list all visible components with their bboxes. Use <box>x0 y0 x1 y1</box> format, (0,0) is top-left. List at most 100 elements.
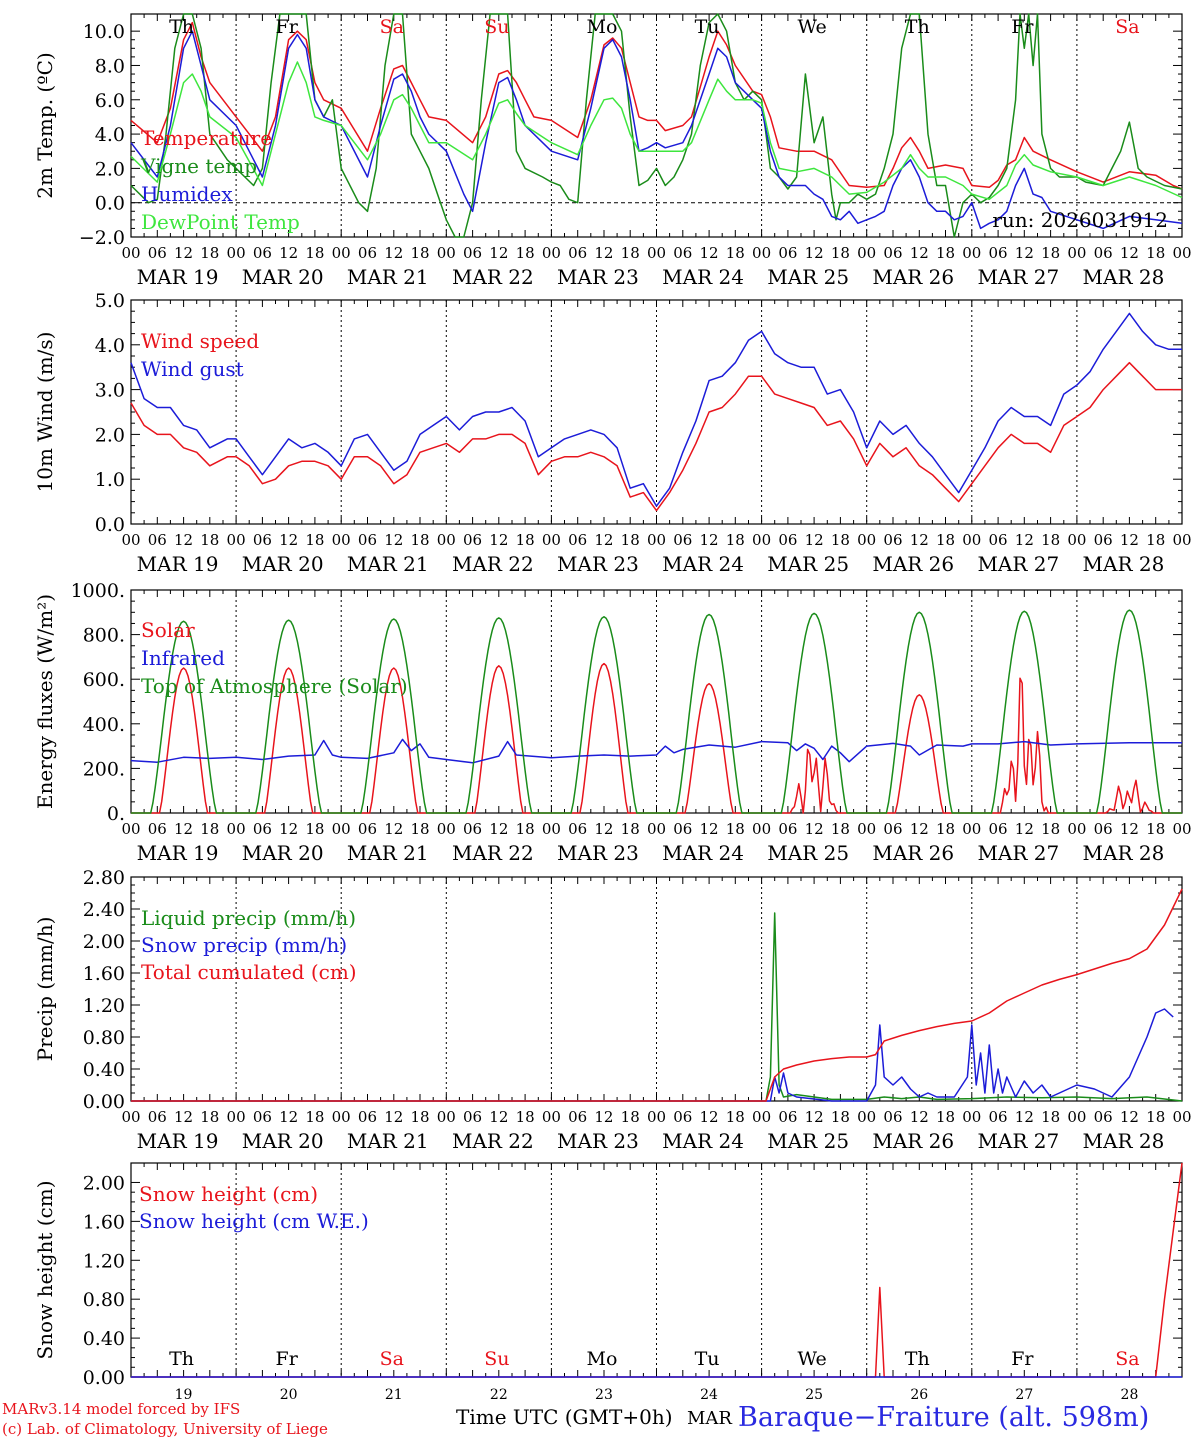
y-tick-label: 0.80 <box>83 1027 125 1049</box>
weekday-label: Sa <box>1115 1348 1139 1370</box>
hour-tick-label: 18 <box>726 1108 745 1126</box>
y-axis: 0. 200. 400. 600. 800. 1000. <box>71 580 1182 825</box>
day-number-label: 19 <box>175 1387 193 1403</box>
run-label: run: 2026031912 <box>992 208 1168 232</box>
hour-tick-label: 12 <box>489 531 508 549</box>
hour-tick-label: 06 <box>989 820 1008 838</box>
y-tick-label: 0.00 <box>83 1091 125 1113</box>
hour-tick-label: 00 <box>962 531 981 549</box>
y-axis: −2.0 0.0 2.0 4.0 6.0 8.0 10.0 <box>79 21 1182 249</box>
y-tick-label: 1.60 <box>83 1211 125 1233</box>
legend-entry: Vigne temp <box>140 154 257 178</box>
date-label: MAR 19 <box>137 265 219 289</box>
hour-tick-label: 06 <box>673 820 692 838</box>
hour-tick-label: 00 <box>437 820 456 838</box>
weekday-label: Fr <box>1011 16 1034 38</box>
day-number-label: 22 <box>490 1387 508 1403</box>
hour-tick-label: 00 <box>227 531 246 549</box>
hour-tick-label: 18 <box>1146 1108 1165 1126</box>
hour-tick-label: 06 <box>568 1108 587 1126</box>
hour-tick-label: 00 <box>752 244 771 262</box>
legend-entry: DewPoint Temp <box>141 210 300 234</box>
hour-tick-label: 18 <box>410 531 429 549</box>
hour-tick-label: 00 <box>857 820 876 838</box>
day-number-label: 21 <box>385 1387 403 1403</box>
hour-tick-label: 18 <box>1146 531 1165 549</box>
hour-tick-label: 06 <box>358 244 377 262</box>
hour-tick-label: 06 <box>883 244 902 262</box>
date-label: MAR 19 <box>137 552 219 576</box>
y-tick-label: 1000. <box>71 580 125 602</box>
hour-tick-label: 00 <box>647 1108 666 1126</box>
y-axis-label: 10m Wind (m/s) <box>33 332 57 493</box>
hour-tick-label: 00 <box>1067 531 1086 549</box>
hour-tick-label: 00 <box>227 1108 246 1126</box>
legend-entry: Snow height (cm W.E.) <box>139 1209 369 1233</box>
legend-entry: Total cumulated (cm) <box>141 960 357 984</box>
hour-tick-label: 00 <box>857 531 876 549</box>
hour-tick-label: 18 <box>1146 244 1165 262</box>
hour-tick-label: 12 <box>594 531 613 549</box>
hour-tick-label: 00 <box>752 531 771 549</box>
hour-tick-label: 00 <box>962 1108 981 1126</box>
date-label: MAR 24 <box>662 552 744 576</box>
hour-tick-label: 12 <box>1120 820 1139 838</box>
hour-tick-label: 00 <box>962 820 981 838</box>
hour-tick-label: 06 <box>989 531 1008 549</box>
hour-tick-label: 00 <box>1067 244 1086 262</box>
hour-tick-label: 18 <box>410 1108 429 1126</box>
weekday-label: Mo <box>586 16 617 38</box>
hour-tick-label: 18 <box>936 244 955 262</box>
station-name: Baraque−Fraiture (alt. 598m) <box>738 1402 1149 1433</box>
date-label: MAR 21 <box>347 265 429 289</box>
y-tick-label: 800. <box>83 625 125 647</box>
hour-tick-label: 12 <box>279 1108 298 1126</box>
weekday-label: Su <box>484 1348 509 1370</box>
weekday-label: Th <box>905 16 930 38</box>
series-wind-speed <box>130 361 1182 512</box>
hour-tick-label: 06 <box>253 1108 272 1126</box>
hour-tick-label: 18 <box>516 244 535 262</box>
day-number-label: 26 <box>910 1387 928 1403</box>
y-tick-label: 5.0 <box>95 290 125 312</box>
hour-tick-label: 00 <box>857 244 876 262</box>
hour-tick-label: 18 <box>305 531 324 549</box>
chart-panel-5: 0.00 0.40 0.80 1.20 1.60 2.00 Snow height (cm)… <box>33 1162 1183 1403</box>
hour-tick-label: 12 <box>910 244 929 262</box>
hour-tick-label: 00 <box>647 244 666 262</box>
hour-tick-label: 18 <box>200 531 219 549</box>
hour-tick-label: 18 <box>621 531 640 549</box>
day-number-label: 20 <box>280 1387 298 1403</box>
hour-tick-label: 06 <box>778 1108 797 1126</box>
y-tick-label: 0.00 <box>83 1367 125 1389</box>
hour-tick-label: 06 <box>568 531 587 549</box>
legend-entry: Snow precip (mm/h) <box>141 933 347 957</box>
legend-entry: Wind speed <box>141 329 259 353</box>
chart-panel-2: 0.0 1.0 2.0 3.0 4.0 5.0 10m Wind (m/s) 00 06 12 18… <box>33 290 1192 576</box>
hour-tick-label: 00 <box>227 820 246 838</box>
date-label: MAR 21 <box>347 1129 429 1153</box>
hour-tick-label: 12 <box>384 820 403 838</box>
weekday-label: Th <box>169 16 194 38</box>
series-humidex <box>130 30 1183 230</box>
hour-tick-label: 18 <box>410 244 429 262</box>
hour-tick-label: 12 <box>1015 820 1034 838</box>
hour-tick-label: 12 <box>1015 1108 1034 1126</box>
hour-tick-label: 12 <box>384 531 403 549</box>
hour-tick-label: 12 <box>1015 244 1034 262</box>
hour-tick-label: 12 <box>1120 244 1139 262</box>
hour-tick-label: 06 <box>253 244 272 262</box>
hour-tick-label: 18 <box>305 820 324 838</box>
hour-tick-label: 12 <box>489 1108 508 1126</box>
hour-tick-label: 18 <box>200 1108 219 1126</box>
y-tick-label: 3.0 <box>95 380 125 402</box>
hour-tick-label: 00 <box>121 244 140 262</box>
date-label: MAR 25 <box>767 841 849 865</box>
weekday-label: Th <box>169 1348 194 1370</box>
y-tick-label: 10.0 <box>83 21 125 43</box>
hour-tick-label: 12 <box>805 820 824 838</box>
date-label: MAR 22 <box>452 1129 534 1153</box>
y-tick-label: 0.40 <box>83 1059 125 1081</box>
date-label: MAR 28 <box>1083 841 1165 865</box>
hour-tick-label: 06 <box>778 820 797 838</box>
